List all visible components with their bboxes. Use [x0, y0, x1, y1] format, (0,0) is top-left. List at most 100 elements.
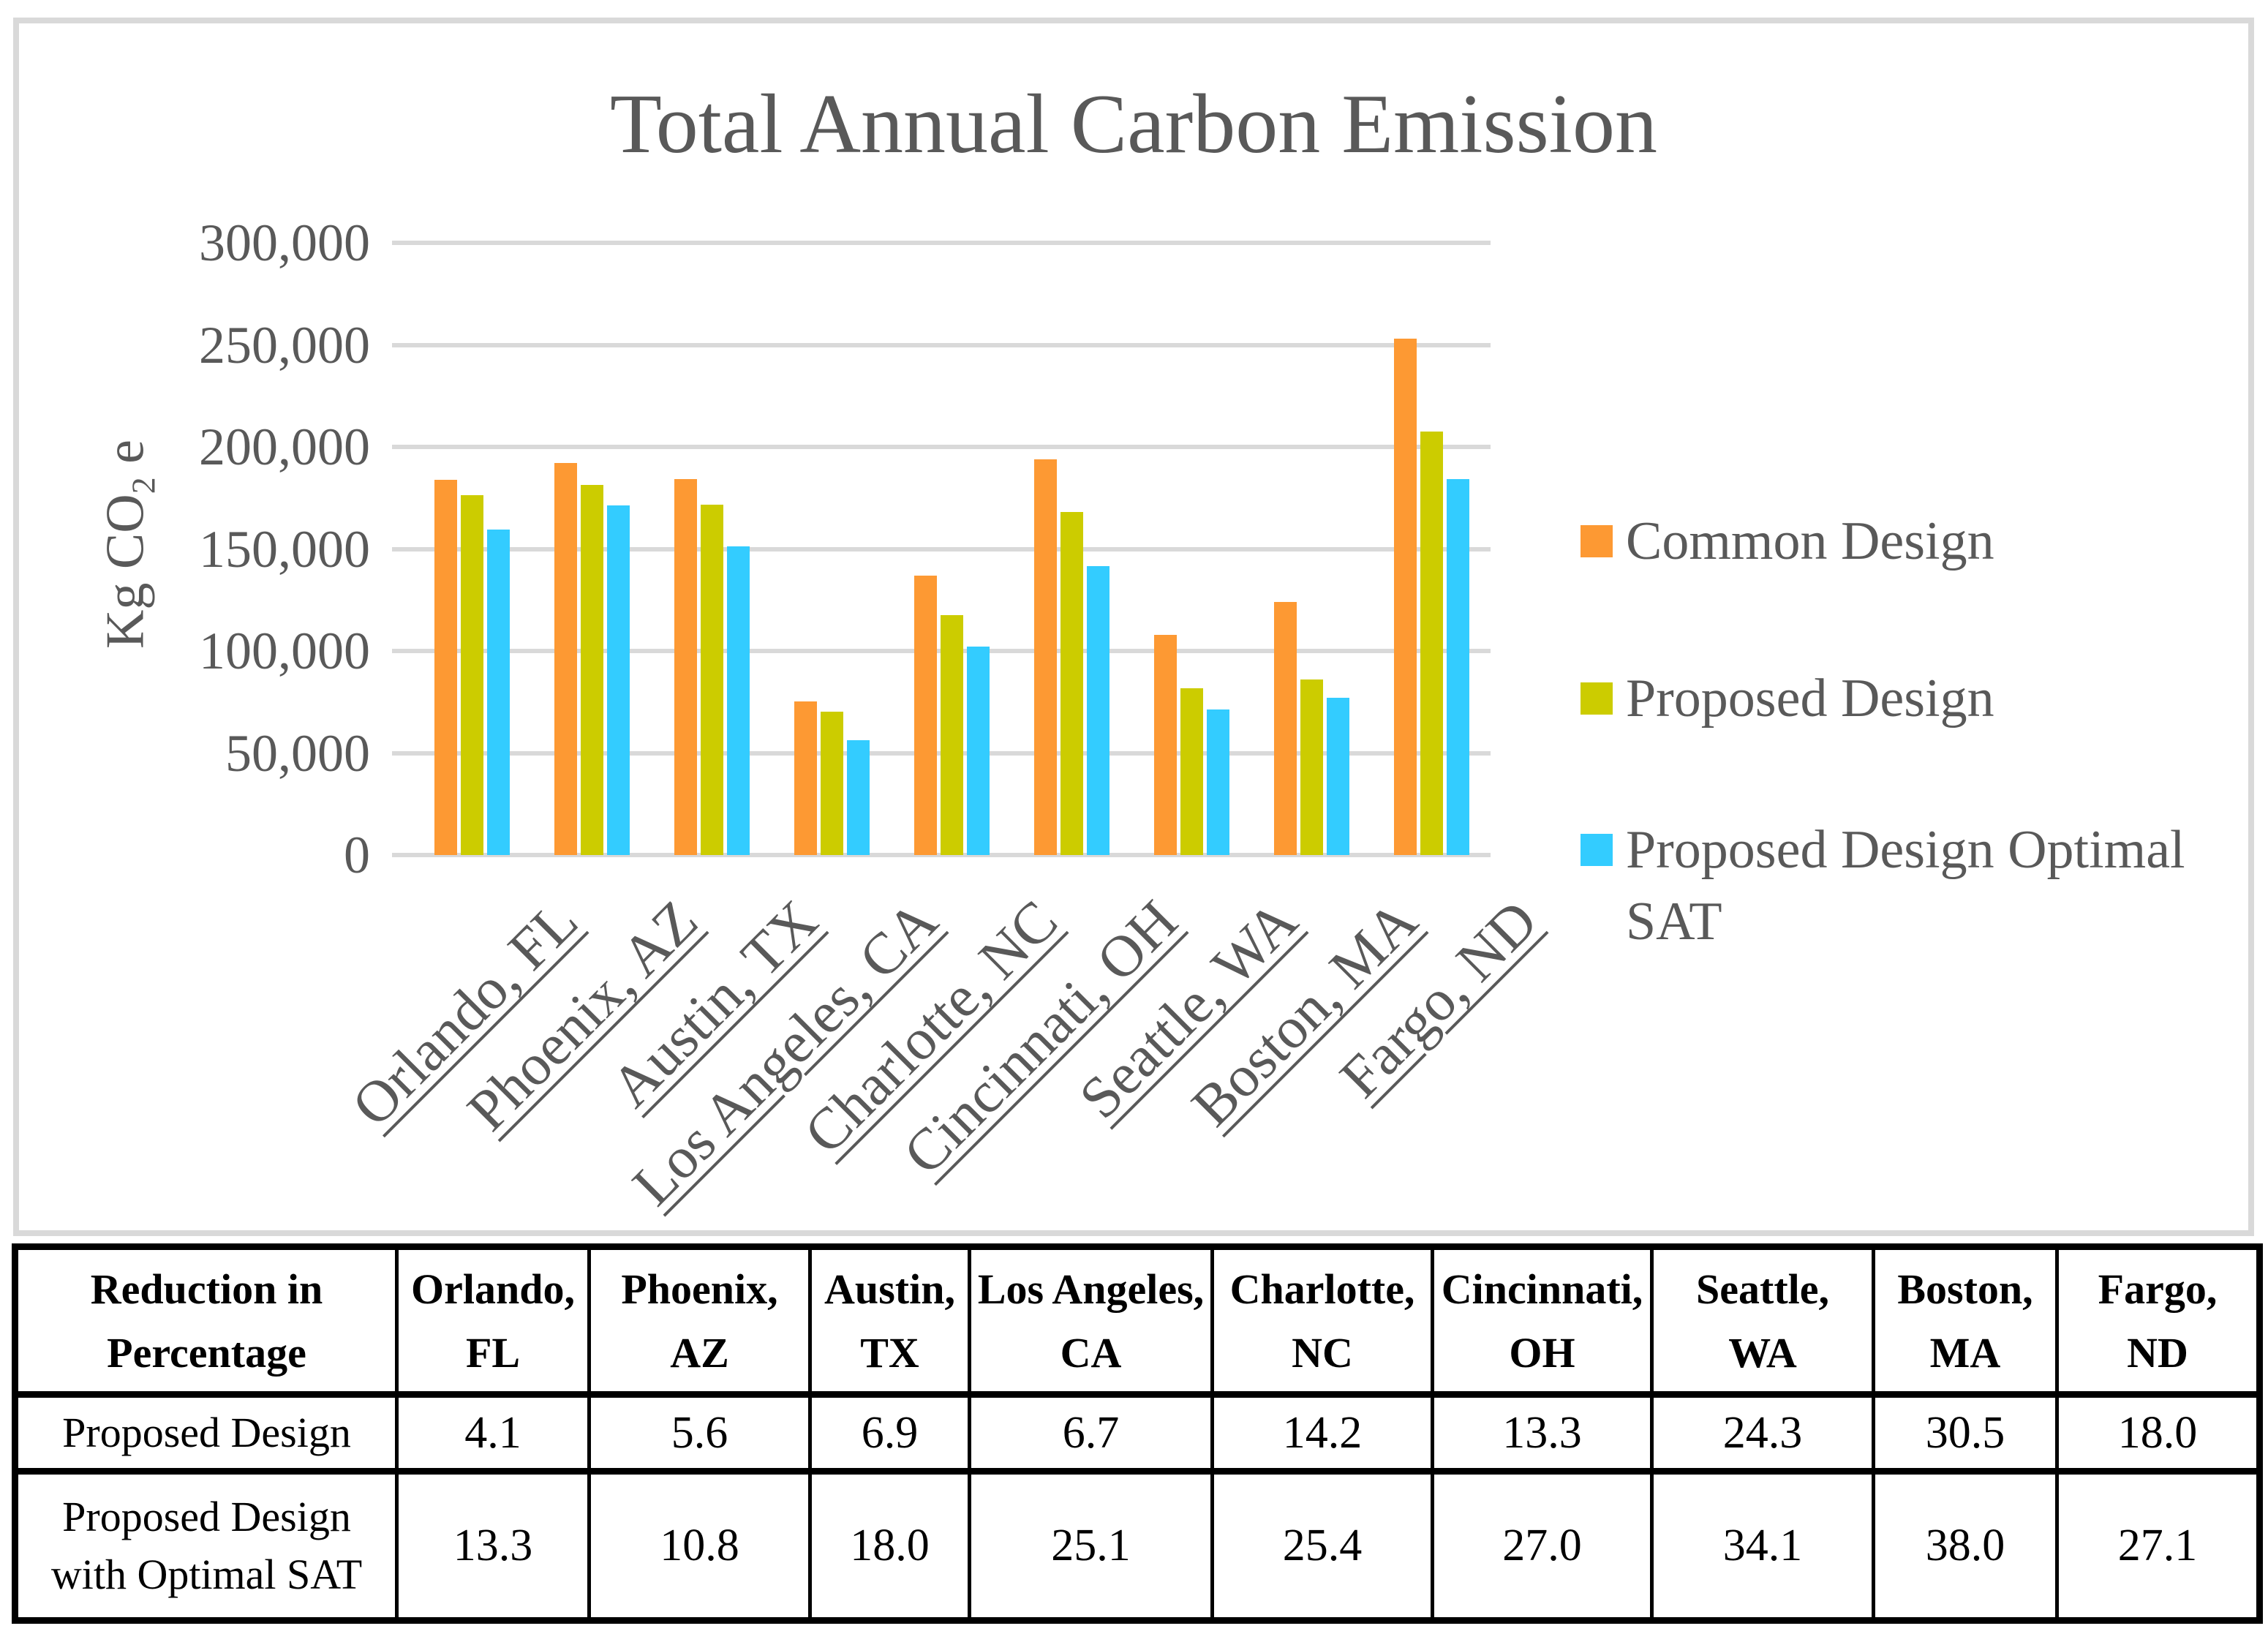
table-column-header: Seattle, WA [1650, 1243, 1875, 1398]
y-axis-tick [392, 649, 411, 653]
bar-Common Design [914, 576, 937, 855]
bar-Common Design [1154, 635, 1177, 855]
table-cell-value: 10.8 [587, 1468, 812, 1624]
bar-Proposed Design Optimal SAT [607, 505, 630, 855]
table-cell-value: 38.0 [1872, 1468, 2059, 1624]
gridline-0 [411, 853, 1491, 857]
y-axis-tick [392, 853, 411, 857]
bar-Common Design [1274, 602, 1297, 855]
carbon-emission-chart: Total Annual Carbon Emission Kg CO2 e 30… [13, 18, 2254, 1236]
bar-group-Cincinnati, OH [1034, 243, 1109, 855]
bar-Common Design [434, 480, 457, 855]
table-cell-value: 34.1 [1650, 1468, 1875, 1624]
table-row: Proposed Design with Optimal SAT 13.3 10.8… [13, 1468, 2261, 1624]
gridline-250000 [411, 342, 1491, 347]
table-row: Proposed Design 4.1 5.6 6.9 6.7 14.2 13.3 24.3 3… [13, 1391, 2261, 1475]
table-cell-value: 27.0 [1431, 1468, 1654, 1624]
bar-Proposed Design [1300, 679, 1323, 855]
bar-Proposed Design [1060, 512, 1083, 855]
y-tick-label: 250,000 [199, 315, 370, 374]
table-cell-value: 27.1 [2055, 1468, 2261, 1624]
table-column-header: Orlando, FL [395, 1243, 591, 1398]
table-column-header: Austin, TX [808, 1243, 971, 1398]
table-cell-value: 13.3 [1431, 1391, 1654, 1475]
chart-title: Total Annual Carbon Emission [609, 78, 1658, 171]
table-cell-value: 4.1 [395, 1391, 591, 1475]
bar-group-Fargo, ND [1394, 243, 1469, 855]
table-header-row: Reduction in Percentage Orlando, FL Phoeni… [13, 1243, 2261, 1398]
table-cell-value: 30.5 [1872, 1391, 2059, 1475]
table-cell-value: 6.9 [808, 1391, 971, 1475]
bar-group-Los Angeles, CA [794, 243, 870, 855]
bar-Common Design [794, 701, 817, 855]
table-cell-value: 18.0 [2055, 1391, 2261, 1475]
y-axis-tick [392, 546, 411, 551]
legend-item-Proposed Design: Proposed Design [1581, 663, 2224, 735]
table-column-header: Los Angeles, CA [968, 1243, 1214, 1398]
table-column-header: Cincinnati, OH [1431, 1243, 1654, 1398]
bar-group-Boston, MA [1274, 243, 1349, 855]
y-tick-label: 50,000 [225, 723, 370, 783]
bar-group-Austin, TX [674, 243, 750, 855]
gridline-200000 [411, 445, 1491, 449]
bar-Proposed Design [1420, 432, 1443, 855]
legend-label: Proposed Design [1626, 669, 1994, 728]
bar-Proposed Design Optimal SAT [727, 546, 750, 855]
bar-group-Seattle, WA [1154, 243, 1229, 855]
y-axis-tick [392, 342, 411, 347]
bar-Proposed Design [701, 505, 723, 855]
table-column-header: Phoenix, AZ [587, 1243, 812, 1398]
legend-item-Proposed Design Optimal SAT: Proposed Design Optimal SAT [1581, 815, 2224, 957]
bar-Common Design [1034, 459, 1057, 855]
legend-label: Common Design [1626, 511, 1994, 571]
table-cell-value: 13.3 [395, 1468, 591, 1624]
bar-Proposed Design [1180, 688, 1203, 855]
gridline-300000 [411, 241, 1491, 245]
bar-Proposed Design Optimal SAT [1087, 566, 1109, 855]
legend-swatch-icon [1581, 682, 1613, 715]
table-cell-value: 25.4 [1210, 1468, 1434, 1624]
bar-Proposed Design Optimal SAT [1447, 479, 1469, 855]
table-cell-value: 5.6 [587, 1391, 812, 1475]
table-column-header: Charlotte, NC [1210, 1243, 1434, 1398]
bar-Proposed Design [581, 485, 603, 855]
legend-item-Common Design: Common Design [1581, 506, 2224, 578]
table-cell-value: 14.2 [1210, 1391, 1434, 1475]
y-tick-label: 0 [344, 826, 370, 884]
bar-group-Charlotte, NC [914, 243, 990, 855]
legend-swatch-icon [1581, 525, 1613, 557]
bar-Proposed Design Optimal SAT [1207, 709, 1229, 855]
bar-group-Orlando, FL [434, 243, 510, 855]
y-axis-tick [392, 241, 411, 245]
bar-Proposed Design Optimal SAT [1327, 698, 1349, 855]
table-corner-header: Reduction in Percentage [13, 1243, 399, 1398]
bar-group-Phoenix, AZ [554, 243, 630, 855]
bar-Common Design [674, 479, 697, 855]
gridline-150000 [411, 546, 1491, 551]
table-cell-value: 25.1 [968, 1468, 1214, 1624]
y-axis-tick [392, 750, 411, 756]
table-cell-value: 18.0 [808, 1468, 971, 1624]
chart-legend: Common Design Proposed Design Proposed Des… [1581, 23, 2239, 1230]
reduction-percentage-table: Reduction in Percentage Orlando, FL Phoeni… [12, 1243, 2263, 1624]
bar-Proposed Design [941, 615, 963, 855]
y-tick-label: 100,000 [199, 622, 370, 680]
bar-Proposed Design Optimal SAT [487, 530, 510, 855]
table-row-label: Proposed Design [13, 1391, 399, 1475]
plot-area: 300,000 250,000 200,000 150,000 100,000 50,00… [199, 214, 1550, 1218]
table-column-header: Fargo, ND [2055, 1243, 2261, 1398]
y-tick-label: 150,000 [199, 519, 370, 579]
bar-Proposed Design Optimal SAT [967, 647, 990, 855]
y-axis-tick [392, 445, 411, 449]
bar-Common Design [554, 463, 577, 855]
legend-label: Proposed Design Optimal SAT [1626, 820, 2185, 952]
bar-Common Design [1394, 339, 1417, 855]
legend-swatch-icon [1581, 834, 1613, 866]
table-cell-value: 6.7 [968, 1391, 1214, 1475]
y-tick-label: 200,000 [199, 418, 370, 476]
table-row-label: Proposed Design with Optimal SAT [13, 1468, 399, 1624]
bar-Proposed Design [461, 495, 483, 855]
table-column-header: Boston, MA [1872, 1243, 2059, 1398]
bar-Proposed Design Optimal SAT [847, 740, 870, 855]
table-cell-value: 24.3 [1650, 1391, 1875, 1475]
